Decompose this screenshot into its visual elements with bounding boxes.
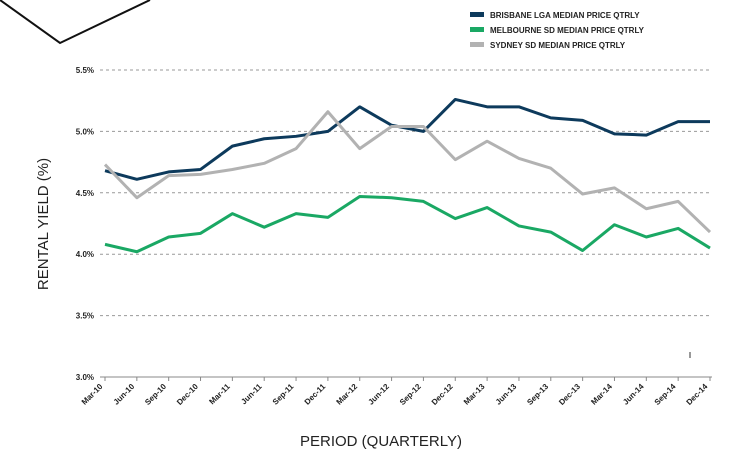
y-tick-label: 5.5% bbox=[76, 66, 94, 75]
series-line bbox=[104, 194, 711, 254]
series-line bbox=[103, 110, 712, 234]
x-axis-title: PERIOD (QUARTERLY) bbox=[300, 433, 462, 450]
y-tick-label: 4.5% bbox=[76, 189, 94, 198]
y-tick-label: 4.0% bbox=[76, 250, 94, 259]
y-tick-label: 3.0% bbox=[76, 373, 94, 382]
legend-swatch bbox=[470, 12, 484, 17]
decor-chevron bbox=[0, 0, 151, 45]
legend-label: MELBOURNE SD MEDIAN PRICE QTRLY bbox=[490, 26, 645, 35]
legend-swatch bbox=[470, 42, 484, 47]
series-line bbox=[104, 97, 710, 181]
legend-label: BRISBANE LGA MEDIAN PRICE QTRLY bbox=[490, 11, 640, 20]
legend-swatch bbox=[470, 27, 484, 32]
y-tick-label: 5.0% bbox=[76, 127, 94, 136]
y-tick-label: 3.5% bbox=[76, 312, 94, 321]
legend-label: SYDNEY SD MEDIAN PRICE QTRLY bbox=[490, 41, 626, 50]
y-axis-title: RENTAL YIELD (%) bbox=[35, 158, 52, 290]
